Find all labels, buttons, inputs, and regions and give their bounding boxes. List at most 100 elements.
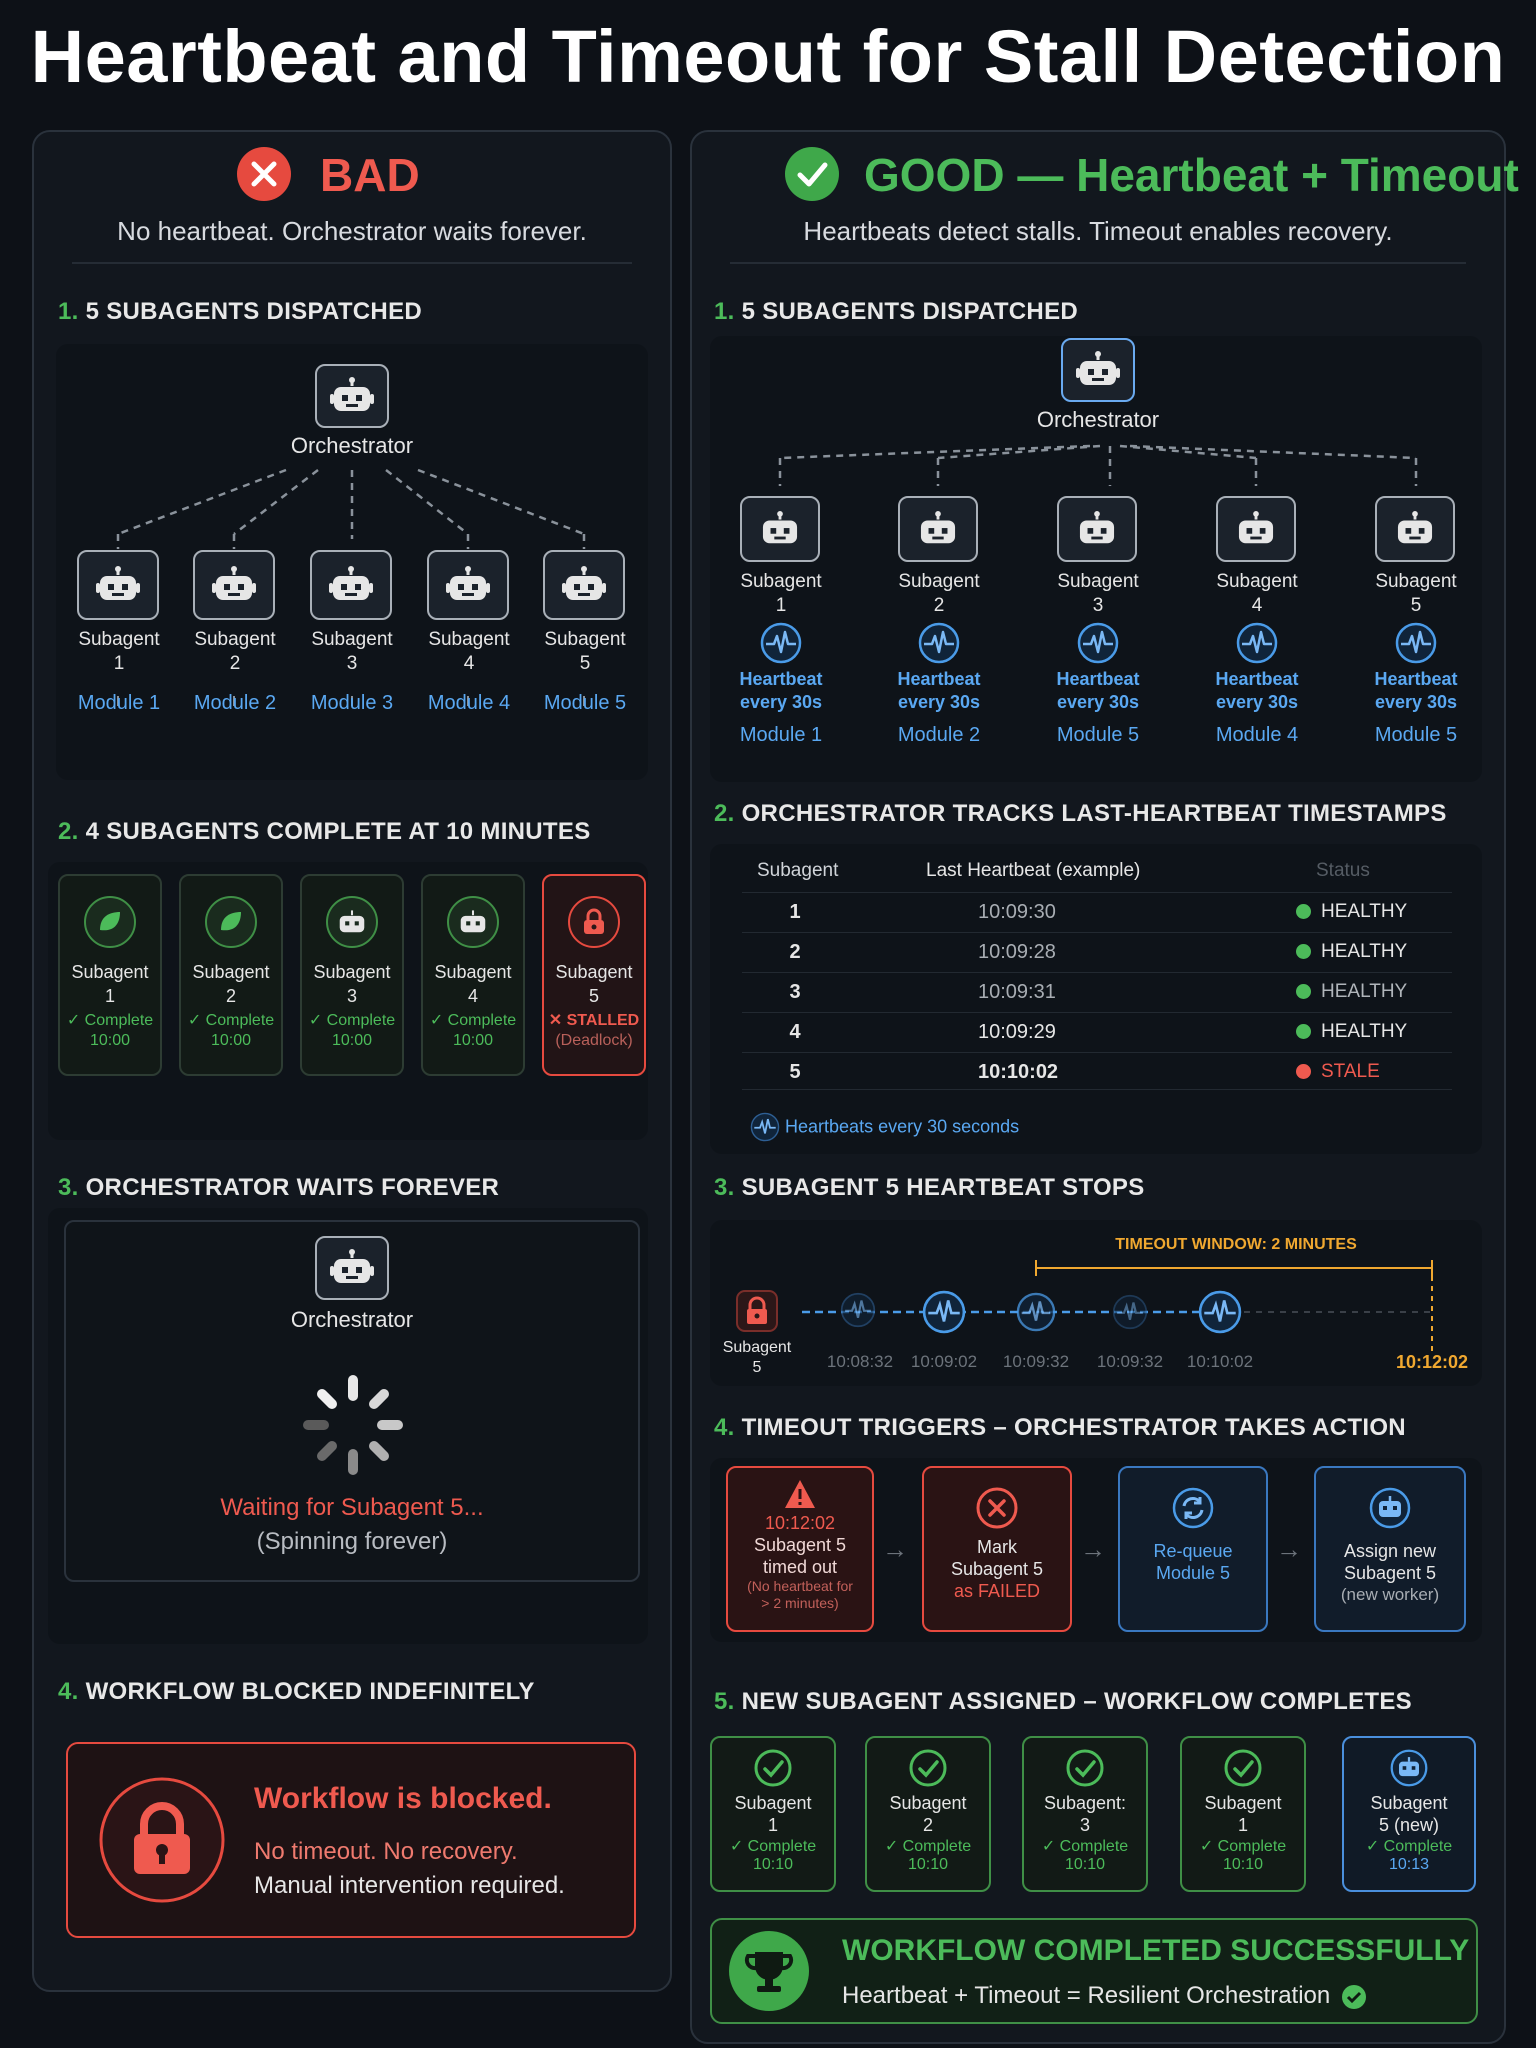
heartbeat-pulse-icon [1198, 1290, 1242, 1334]
card-number: 5 [588, 986, 599, 1006]
good-heading: GOOD — Heartbeat + Timeout [864, 149, 1519, 201]
robot-icon [77, 550, 159, 620]
action-note: (No heartbeat for [747, 1578, 853, 1594]
agent-number: 4 [1251, 595, 1263, 616]
action-line: Subagent 5 [753, 1535, 847, 1555]
card-status: ✓ Complete [66, 1012, 154, 1029]
robot-icon [427, 550, 509, 620]
bad-subtitle: No heartbeat. Orchestrator waits forever… [117, 216, 587, 246]
card-number: 3 [346, 986, 357, 1006]
agent-label: Subagent [194, 629, 276, 650]
module-label: Module 1 [739, 724, 823, 746]
robot-icon [1389, 1748, 1429, 1788]
bad-section-1-title: 1. 5 SUBAGENTS DISPATCHED [58, 298, 423, 325]
stalled-card: Subagent 5 ✕ STALLED (Deadlock) [542, 874, 646, 1076]
module-label: Module 1 [77, 692, 161, 714]
status-dot [1296, 944, 1311, 960]
agent-label: Subagent [544, 629, 626, 650]
heartbeat-label: Heartbeat [1215, 669, 1299, 689]
complete-card: Subagent 2 ✓ Complete 10:00 [179, 874, 283, 1076]
agent-label: Subagent [1216, 571, 1298, 592]
timeline-tick: 10:09:32 [1002, 1352, 1070, 1371]
card-label: Subagent [1370, 1793, 1448, 1813]
agent-label: Subagent [78, 629, 160, 650]
card-time: 10:10 [752, 1856, 794, 1873]
action-line: Subagent 5 [1343, 1563, 1437, 1583]
module-label: Module 5 [1374, 724, 1458, 746]
card-label: Subagent: [1043, 1793, 1127, 1813]
bad-section-2-title: 2. 4 SUBAGENTS COMPLETE AT 10 MINUTES [58, 818, 591, 845]
bad-agent: Subagent 5 Module 5 [543, 550, 627, 715]
row-time: 10:09:29 [978, 1021, 1056, 1043]
blocked-line-2: Manual intervention required. [254, 1872, 565, 1899]
timeline-agent-number: 5 [752, 1359, 762, 1376]
success-title: WORKFLOW COMPLETED SUCCESSFULLY [842, 1934, 1470, 1967]
table-row: 5 10:10:02 STALE [742, 1052, 1452, 1090]
agent-number: 2 [229, 653, 241, 674]
heartbeat-label: Heartbeat [1056, 669, 1140, 689]
timeline-tick: 10:10:02 [1186, 1352, 1254, 1371]
agent-number: 5 [579, 653, 591, 674]
agent-label: Subagent [311, 629, 393, 650]
lock-icon [736, 1290, 778, 1332]
orchestrator-label: Orchestrator [1036, 407, 1160, 432]
card-status: ✓ Complete [1199, 1838, 1287, 1855]
action-line: Subagent 5 [950, 1559, 1044, 1579]
final-card: Subagent 1 ✓ Complete 10:10 [710, 1736, 836, 1892]
arrow-icon: → [1276, 1534, 1302, 1564]
card-time: 10:10 [907, 1856, 949, 1873]
heartbeat-interval: every 30s [897, 692, 981, 712]
heartbeat-icon [1395, 622, 1437, 664]
card-time: 10:00 [452, 1032, 494, 1049]
robot-icon [898, 496, 978, 562]
row-id: 5 [789, 1061, 801, 1083]
action-line: Re-queue [1153, 1541, 1233, 1561]
leaf-icon [205, 896, 257, 948]
bad-agent: Subagent 2 Module 2 [193, 550, 277, 715]
requeue-card: Re-queue Module 5 [1118, 1466, 1268, 1632]
card-label: Subagent [313, 962, 391, 982]
module-label: Module 4 [1215, 724, 1299, 746]
final-card-new: Subagent 5 (new) ✓ Complete 10:13 [1342, 1736, 1476, 1892]
check-circle-icon [1223, 1748, 1263, 1788]
agent-number: 3 [346, 653, 358, 674]
timeline-tick: 10:09:32 [1096, 1352, 1164, 1371]
good-agent: Subagent 2 Heartbeat every 30s Module 2 [897, 496, 981, 747]
arrow-icon: → [1080, 1534, 1106, 1564]
robot-icon [543, 550, 625, 620]
check-circle-icon [753, 1748, 793, 1788]
heartbeat-pulse-icon [922, 1290, 966, 1334]
agent-label: Subagent [1375, 571, 1457, 592]
bad-dispatch-lines [116, 468, 586, 706]
blocked-title: Workflow is blocked. [254, 1782, 552, 1815]
timeout-window-label: TIMEOUT WINDOW: 2 MINUTES [1115, 1236, 1357, 1253]
bad-complete-row: Subagent 1 ✓ Complete 10:00 Subagent 2 ✓… [56, 874, 648, 1078]
card-number: 1 [104, 986, 115, 1006]
timeline-tick: 10:08:32 [826, 1352, 894, 1371]
bad-agent-row: Subagent 1 Module 1 Subagent 2 Module 2 … [56, 550, 648, 760]
warning-icon [783, 1478, 817, 1510]
divider [730, 262, 1466, 264]
orchestrator-label: Orchestrator [290, 433, 414, 458]
good-agent: Subagent 3 Heartbeat every 30s Module 5 [1056, 496, 1140, 747]
timeline-tick: 10:09:02 [910, 1352, 978, 1371]
check-circle-icon [784, 146, 840, 202]
robot-icon [1368, 1486, 1412, 1530]
heartbeat-pulse-icon [840, 1292, 876, 1328]
heartbeat-interval: every 30s [1215, 692, 1299, 712]
heartbeat-icon [1236, 622, 1278, 664]
success-subtitle: Heartbeat + Timeout = Resilient Orchestr… [842, 1982, 1367, 2010]
heartbeat-table: Subagent Last Heartbeat (example) Status… [742, 852, 1452, 1096]
table-row: 1 10:09:30 HEALTHY [742, 892, 1452, 930]
card-time: 10:00 [331, 1032, 373, 1049]
good-section-2-title: 2. ORCHESTRATOR TRACKS LAST-HEARTBEAT TI… [714, 800, 1447, 827]
stalled-note: (Deadlock) [555, 1032, 633, 1049]
complete-card: Subagent 1 ✓ Complete 10:00 [58, 874, 162, 1076]
heartbeat-interval: every 30s [1056, 692, 1140, 712]
card-number: 1 [1237, 1815, 1248, 1835]
card-time: 10:10 [1064, 1856, 1106, 1873]
row-status: HEALTHY [1296, 941, 1407, 963]
heartbeat-note: Heartbeats every 30 seconds [750, 1112, 1019, 1142]
row-id: 2 [789, 941, 801, 963]
action-line: Module 5 [1155, 1563, 1231, 1583]
